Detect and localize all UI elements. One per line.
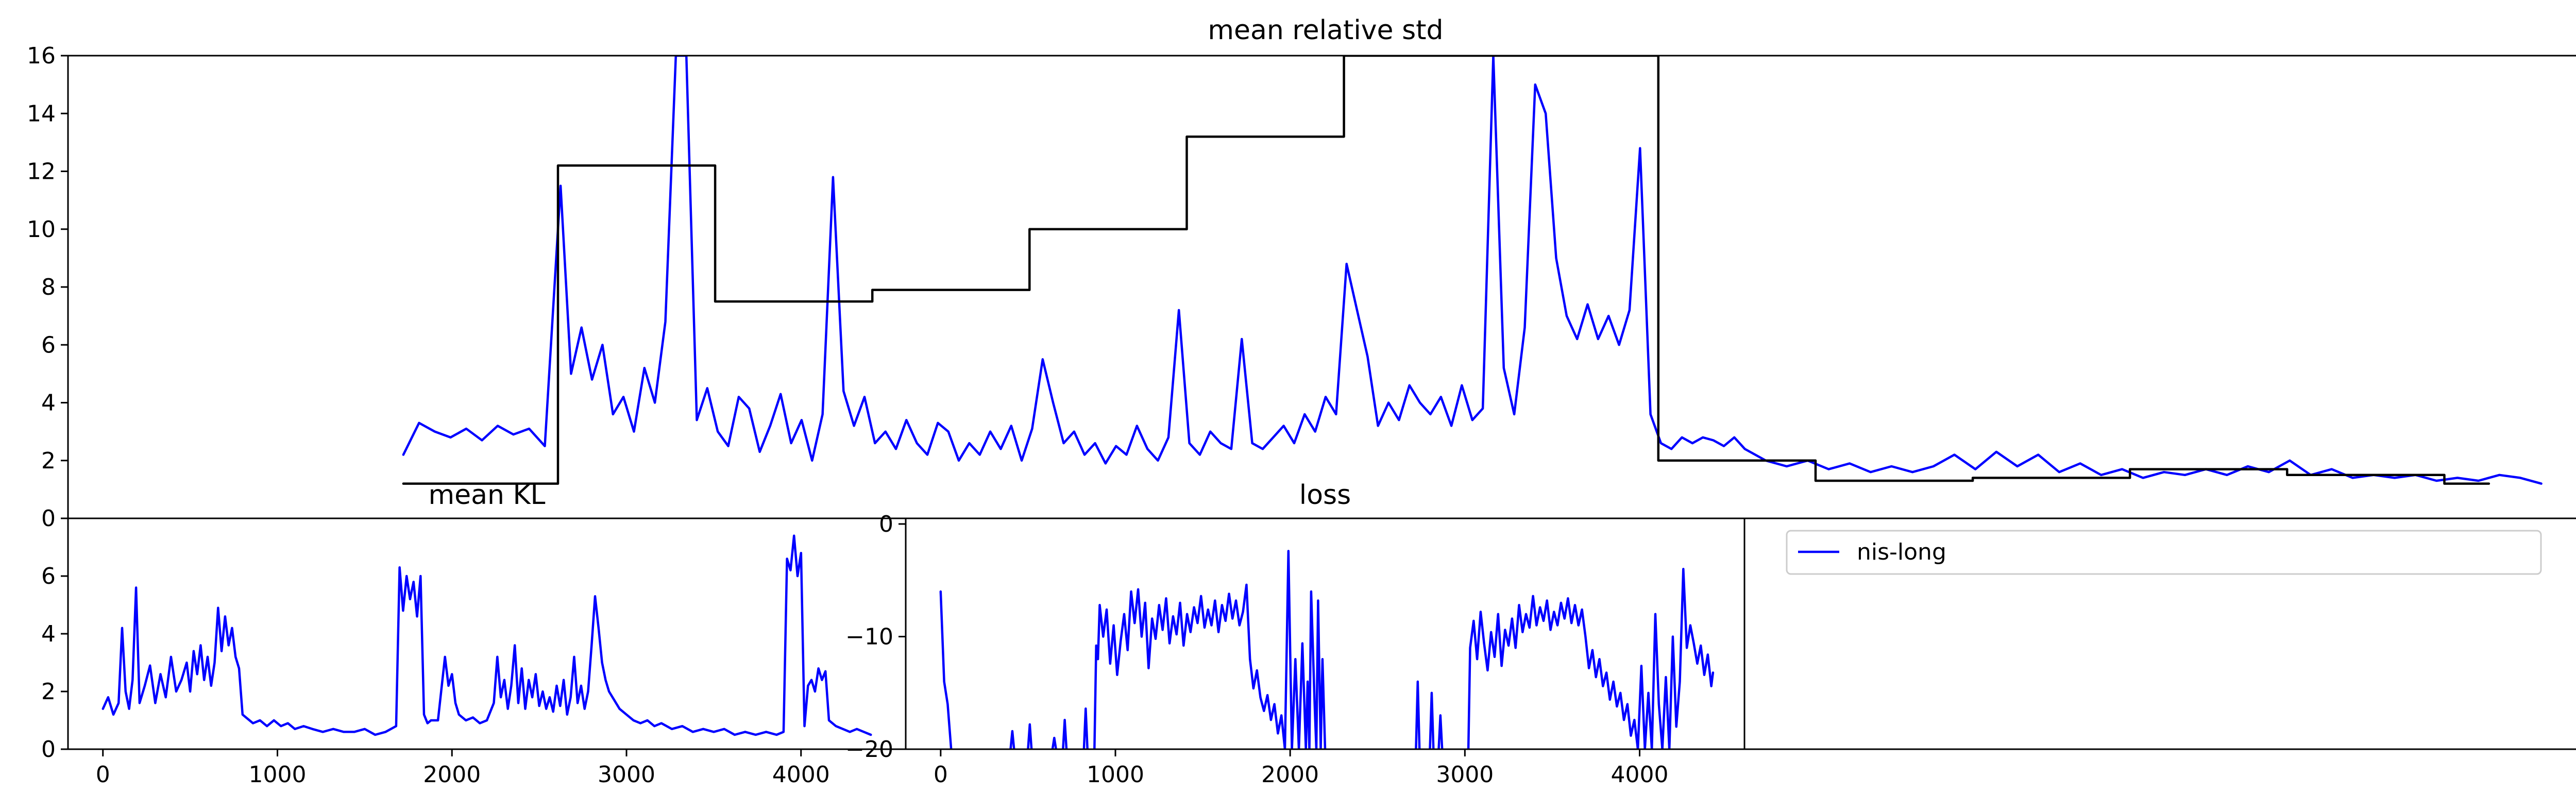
plot-area	[101, 534, 872, 736]
series-line-1	[402, 56, 2490, 485]
y-tick-label: 2	[41, 448, 56, 474]
y-tick-label: 2	[41, 679, 56, 705]
y-tick-label: −10	[845, 623, 893, 650]
series-line-0	[1009, 730, 1015, 749]
series-line-0	[1415, 680, 1421, 749]
y-axis: 0 2 4 6	[41, 563, 68, 763]
x-tick-label: 3000	[598, 762, 655, 788]
series-line-0	[1437, 714, 1444, 749]
y-tick-label: −20	[845, 736, 893, 763]
panel-title: loss	[1299, 480, 1351, 511]
panel-title: mean relative std	[1208, 15, 1443, 46]
y-tick-label: 4	[41, 621, 56, 647]
y-tick-label: 0	[41, 736, 56, 763]
y-tick-label: 12	[27, 159, 56, 185]
axes-frame	[67, 55, 2576, 519]
series-line-0	[1082, 707, 1089, 749]
y-tick-label: 6	[41, 563, 56, 589]
series-line-0	[402, 56, 2543, 485]
x-tick-label: 4000	[772, 762, 830, 788]
y-tick-label: 0	[879, 511, 893, 537]
series-line-0	[1027, 723, 1033, 749]
x-tick-label: 4000	[1611, 762, 1669, 788]
x-axis: 0 1000 2000 3000 4000	[96, 749, 830, 788]
y-tick-label: 10	[27, 216, 56, 243]
legend-panel: nis-long	[1743, 517, 2576, 750]
y-axis: 0 −10 −20	[845, 511, 906, 763]
series-line-0	[1429, 691, 1435, 749]
x-tick-label: 0	[96, 762, 110, 788]
legend-label-nis-long: nis-long	[1857, 539, 1946, 565]
panel-title: mean KL	[428, 480, 545, 511]
plot-area	[402, 56, 2543, 485]
y-tick-label: 4	[41, 390, 56, 416]
series-line-0	[1051, 736, 1057, 749]
y-tick-label: 6	[41, 332, 56, 358]
y-tick-label: 16	[27, 43, 56, 69]
mean-kl-panel: mean KL 0 2 4 6 0 1000 2000 3000 4000	[41, 480, 907, 788]
y-tick-label: 8	[41, 274, 56, 300]
x-tick-label: 1000	[249, 762, 307, 788]
x-tick-label: 3000	[1436, 762, 1494, 788]
series-line-0	[1093, 550, 1327, 749]
x-tick-label: 1000	[1087, 762, 1144, 788]
legend-box	[1786, 530, 2542, 575]
y-tick-label: 14	[27, 100, 56, 127]
mean-relative-std-panel: mean relative std 0 2 4 6 8 10 12 14 16	[27, 15, 2576, 532]
x-axis: 0 1000 2000 3000 4000	[934, 749, 1669, 788]
x-tick-label: 0	[934, 762, 948, 788]
series-line-0	[939, 590, 953, 749]
series-line-0	[101, 534, 872, 736]
series-line-0	[1467, 568, 1715, 749]
loss-panel: loss 0 −10 −20 0 1000 2000 3000 4000	[845, 480, 1745, 788]
y-axis: 0 2 4 6 8 10 12 14 16	[27, 43, 68, 532]
series-line-0	[1062, 718, 1068, 749]
x-tick-label: 2000	[423, 762, 481, 788]
legend-axes-frame	[1743, 517, 2576, 750]
x-tick-label: 2000	[1261, 762, 1319, 788]
plot-area	[939, 550, 1715, 749]
legend: nis-long	[1786, 530, 2542, 575]
y-tick-label: 0	[41, 505, 56, 532]
axes-frame	[67, 517, 907, 750]
